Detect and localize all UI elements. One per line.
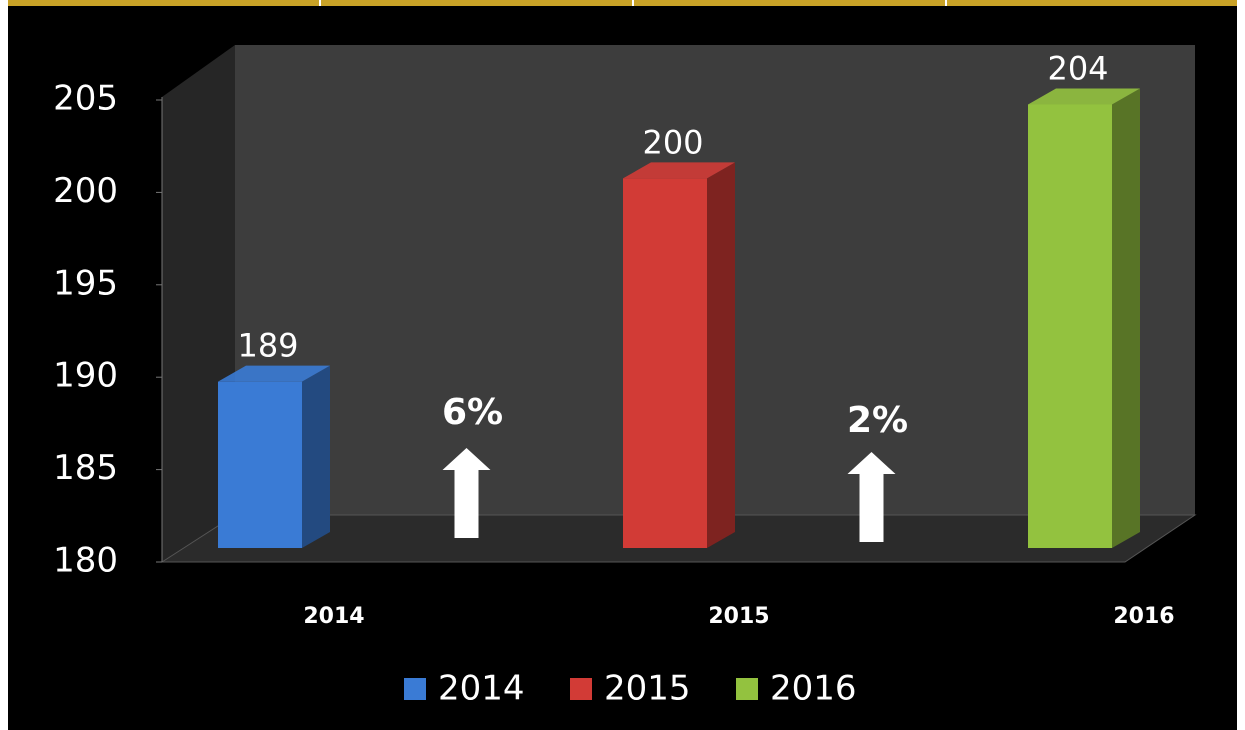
x-tick-label: 2015 (708, 604, 769, 629)
x-tick-label: 2016 (1113, 604, 1174, 629)
legend-swatch (736, 678, 758, 700)
arrow (847, 452, 896, 542)
value-label: 189 (237, 327, 298, 365)
y-tick-label: 205 (53, 79, 118, 119)
y-tick-label: 180 (53, 541, 118, 581)
y-tick-label: 185 (53, 448, 118, 488)
bar-side (1112, 88, 1140, 548)
side-wall (162, 45, 235, 562)
legend-swatch (570, 678, 592, 700)
y-tick-label: 200 (53, 171, 118, 211)
value-label: 204 (1047, 49, 1108, 87)
bar (1028, 104, 1112, 548)
bar-side (302, 365, 330, 548)
bar-top (218, 365, 330, 382)
arrow (442, 448, 491, 538)
legend-label: 2015 (604, 669, 691, 709)
legend-label: 2016 (770, 669, 857, 709)
top-strip (8, 0, 1237, 6)
legend-swatch (404, 678, 426, 700)
bar-top (1028, 88, 1140, 105)
annotation: 6% (442, 392, 503, 433)
x-tick-label: 2014 (303, 604, 364, 629)
y-tick-label: 190 (53, 356, 118, 396)
bar-top (623, 162, 735, 179)
annotation: 2% (847, 400, 908, 441)
value-label: 200 (642, 123, 703, 161)
y-tick-label: 195 (53, 263, 118, 303)
bar (218, 381, 302, 548)
legend-label: 2014 (438, 669, 525, 709)
bar (623, 178, 707, 548)
bar-side (707, 162, 735, 548)
